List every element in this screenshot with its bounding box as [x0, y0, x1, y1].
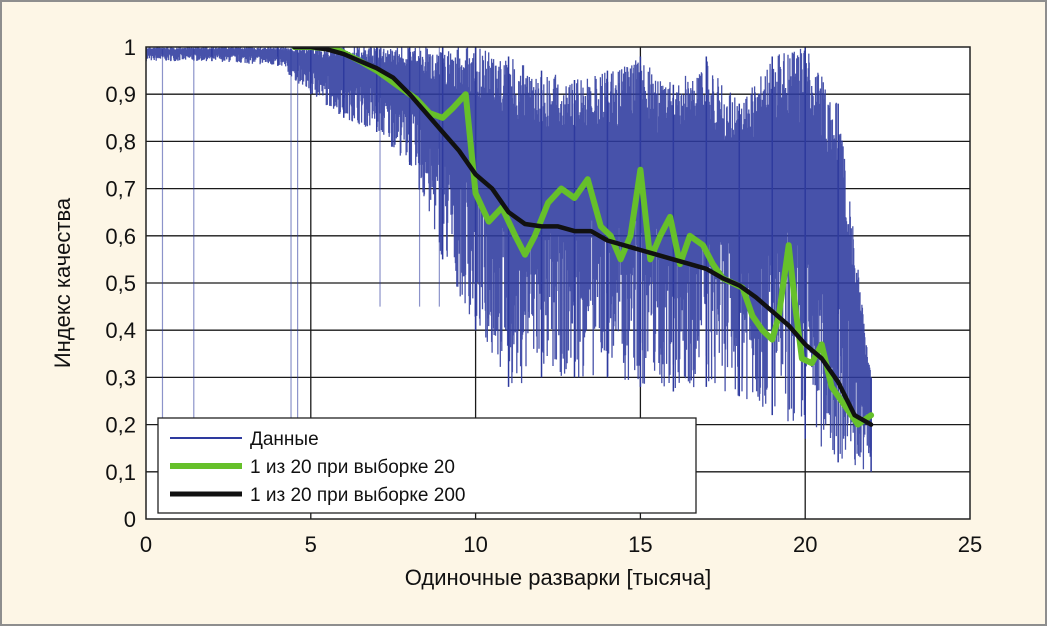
- y-tick-label: 0,8: [105, 129, 136, 154]
- x-axis-title: Одиночные разварки [тысяча]: [405, 565, 711, 590]
- y-tick-label: 1: [124, 35, 136, 60]
- series-sample-20-line: [291, 47, 875, 428]
- x-tick-label: 25: [958, 532, 982, 557]
- y-tick-label: 0,3: [105, 365, 136, 390]
- legend-label: Данные: [250, 429, 319, 450]
- x-tick-labels: 0 5 10 15 20 25: [140, 532, 982, 557]
- y-tick-label: 0,6: [105, 224, 136, 249]
- legend-label: 1 из 20 при выборке 200: [250, 485, 465, 506]
- y-tick-labels: 0 0,1 0,2 0,3 0,4 0,5 0,6 0,7 0,8 0,9 1: [105, 35, 136, 532]
- y-tick-label: 0,7: [105, 177, 136, 202]
- x-tick-label: 15: [628, 532, 652, 557]
- legend: Данные 1 из 20 при выборке 20 1 из 20 при …: [157, 417, 697, 514]
- x-tick-label: 5: [305, 532, 317, 557]
- plot-border: [145, 46, 971, 520]
- y-tick-label: 0,2: [105, 413, 136, 438]
- y-tick-label: 0: [124, 507, 136, 532]
- y-tick-label: 0,4: [105, 318, 136, 343]
- legend-label: 1 из 20 при выборке 20: [250, 457, 455, 478]
- y-tick-label: 0,1: [105, 460, 136, 485]
- x-tick-label: 0: [140, 532, 152, 557]
- legend-box: [157, 417, 697, 514]
- y-axis-title: Индекс качества: [50, 197, 75, 368]
- y-tick-label: 0,9: [105, 82, 136, 107]
- series-sample-200-line: [292, 47, 874, 427]
- x-tick-label: 10: [463, 532, 487, 557]
- y-tick-label: 0,5: [105, 271, 136, 296]
- x-tick-label: 20: [793, 532, 817, 557]
